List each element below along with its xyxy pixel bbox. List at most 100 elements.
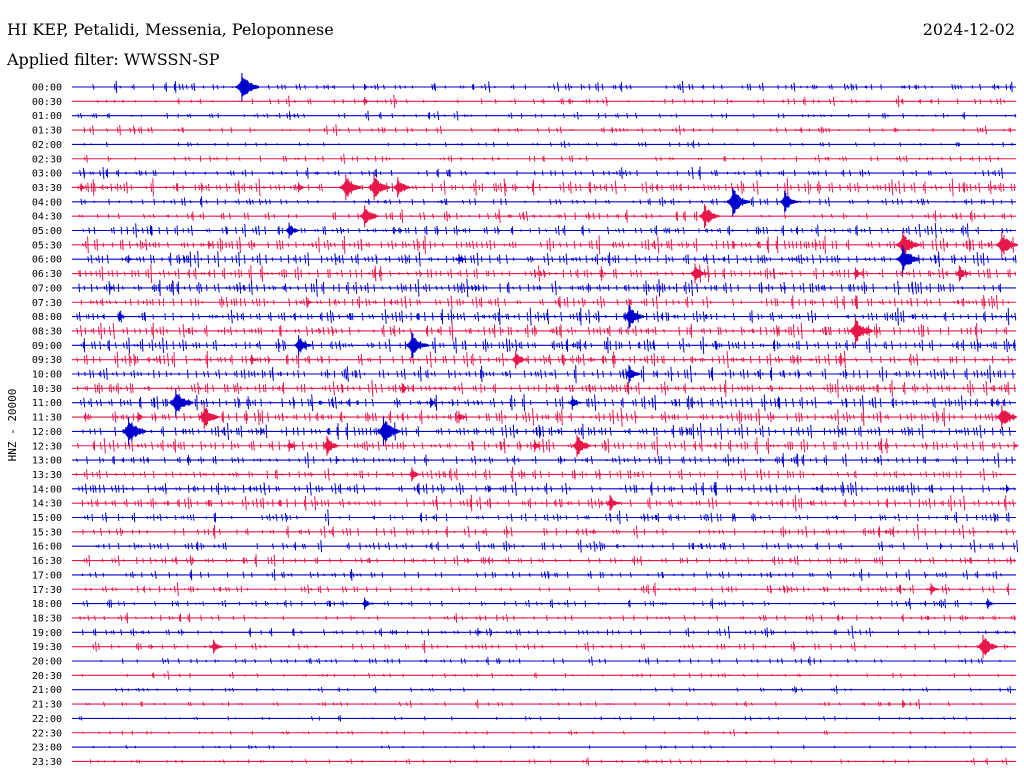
trace-noise: [79, 715, 1012, 722]
seismic-event: [335, 456, 342, 465]
seismic-event: [848, 316, 873, 345]
time-tick-label: 19:30: [32, 642, 62, 653]
seismic-event: [364, 84, 370, 90]
seismic-event: [853, 267, 864, 280]
trace-noise: [76, 452, 1013, 468]
time-tick-label: 05:30: [32, 240, 62, 251]
time-tick-label: 17:30: [32, 585, 62, 596]
trace-noise: [79, 612, 1016, 624]
seismic-event: [532, 439, 543, 452]
trace-noise: [92, 80, 1013, 94]
time-tick-label: 06:30: [32, 269, 62, 280]
trace-noise: [77, 110, 1017, 121]
time-tick-label: 03:30: [32, 183, 62, 194]
time-tick-label: 16:30: [32, 556, 62, 567]
time-tick-label: 00:30: [32, 97, 62, 108]
seismic-event: [339, 174, 362, 201]
time-tick-label: 02:30: [32, 154, 62, 165]
seismic-event: [939, 543, 946, 550]
trace-noise: [92, 745, 1003, 750]
trace-noise: [76, 307, 1017, 326]
seismic-event: [121, 417, 146, 446]
y-axis-label: HNZ - 20000: [6, 389, 19, 462]
seismic-event: [928, 583, 940, 596]
seismic-event: [307, 298, 313, 307]
trace-noise: [75, 466, 1002, 483]
seismic-event: [117, 311, 127, 322]
seismic-event: [569, 395, 582, 410]
time-tick-label: 08:30: [32, 326, 62, 337]
seismic-event: [977, 634, 998, 659]
seismic-event: [699, 204, 720, 229]
time-tick-label: 11:30: [32, 413, 62, 424]
seismic-event: [457, 254, 467, 265]
seismic-event: [779, 190, 799, 213]
seismic-event: [286, 439, 298, 452]
seismic-event: [376, 417, 401, 446]
seismic-event: [364, 97, 370, 106]
seismic-event: [362, 597, 373, 610]
trace-noise: [77, 364, 1014, 384]
time-tick-label: 20:30: [32, 671, 62, 682]
trace-noise: [82, 597, 988, 610]
seismic-event: [297, 182, 306, 193]
time-tick-label: 07:00: [32, 283, 62, 294]
seismic-event: [109, 283, 115, 292]
trace-noise: [115, 685, 1012, 694]
time-tick-label: 18:00: [32, 599, 62, 610]
seismic-event: [1006, 484, 1012, 493]
trace-noise: [78, 278, 1002, 298]
time-tick-label: 15:30: [32, 527, 62, 538]
time-tick-label: 21:30: [32, 700, 62, 711]
time-tick-label: 17:00: [32, 570, 62, 581]
time-tick-label: 07:30: [32, 298, 62, 309]
trace-noise: [81, 670, 1013, 680]
time-tick-label: 23:00: [32, 743, 62, 754]
plot-date: 2024-12-02: [922, 20, 1015, 39]
seismic-event: [393, 177, 411, 198]
trace-noise: [82, 625, 1016, 640]
trace-noise: [81, 568, 1002, 582]
seismic-event: [956, 265, 970, 282]
time-tick-label: 10:30: [32, 384, 62, 395]
time-tick-label: 00:00: [32, 83, 62, 94]
time-tick-label: 05:00: [32, 226, 62, 237]
seismic-event: [285, 222, 300, 239]
seismic-event: [606, 495, 621, 512]
trace-noise: [83, 140, 1013, 149]
seismic-event: [249, 354, 259, 365]
time-tick-label: 23:30: [32, 757, 62, 768]
seismic-event: [512, 350, 528, 369]
seismic-event: [732, 240, 738, 249]
trace-noise: [76, 321, 1008, 341]
time-tick-label: 14:30: [32, 499, 62, 510]
time-tick-label: 03:00: [32, 169, 62, 180]
seismic-event: [208, 240, 214, 249]
trace-noise: [85, 699, 983, 709]
trace-noise: [82, 524, 1015, 540]
time-tick-label: 18:30: [32, 613, 62, 624]
trace-noise: [83, 407, 1015, 427]
time-tick-label: 22:30: [32, 728, 62, 739]
seismic-event: [199, 405, 220, 430]
time-tick-label: 01:00: [32, 111, 62, 122]
seismic-event: [405, 332, 428, 359]
trace-noise: [100, 656, 1001, 666]
seismic-event: [895, 230, 920, 259]
seismic-event: [986, 598, 995, 609]
seismic-event: [80, 183, 87, 192]
trace-noise: [83, 554, 1016, 568]
time-tick-label: 20:00: [32, 657, 62, 668]
time-tick-label: 09:00: [32, 341, 62, 352]
trace-noise: [83, 124, 1012, 136]
trace-noise: [78, 481, 1016, 497]
time-tick-label: 12:30: [32, 441, 62, 452]
seismic-event: [456, 411, 468, 424]
seismic-event: [136, 412, 146, 423]
trace-noise: [80, 294, 1010, 310]
seismic-event: [623, 304, 644, 329]
time-tick-label: 04:30: [32, 212, 62, 223]
seismic-event: [725, 187, 750, 216]
time-tick-label: 09:30: [32, 355, 62, 366]
trace-noise: [92, 640, 1008, 654]
